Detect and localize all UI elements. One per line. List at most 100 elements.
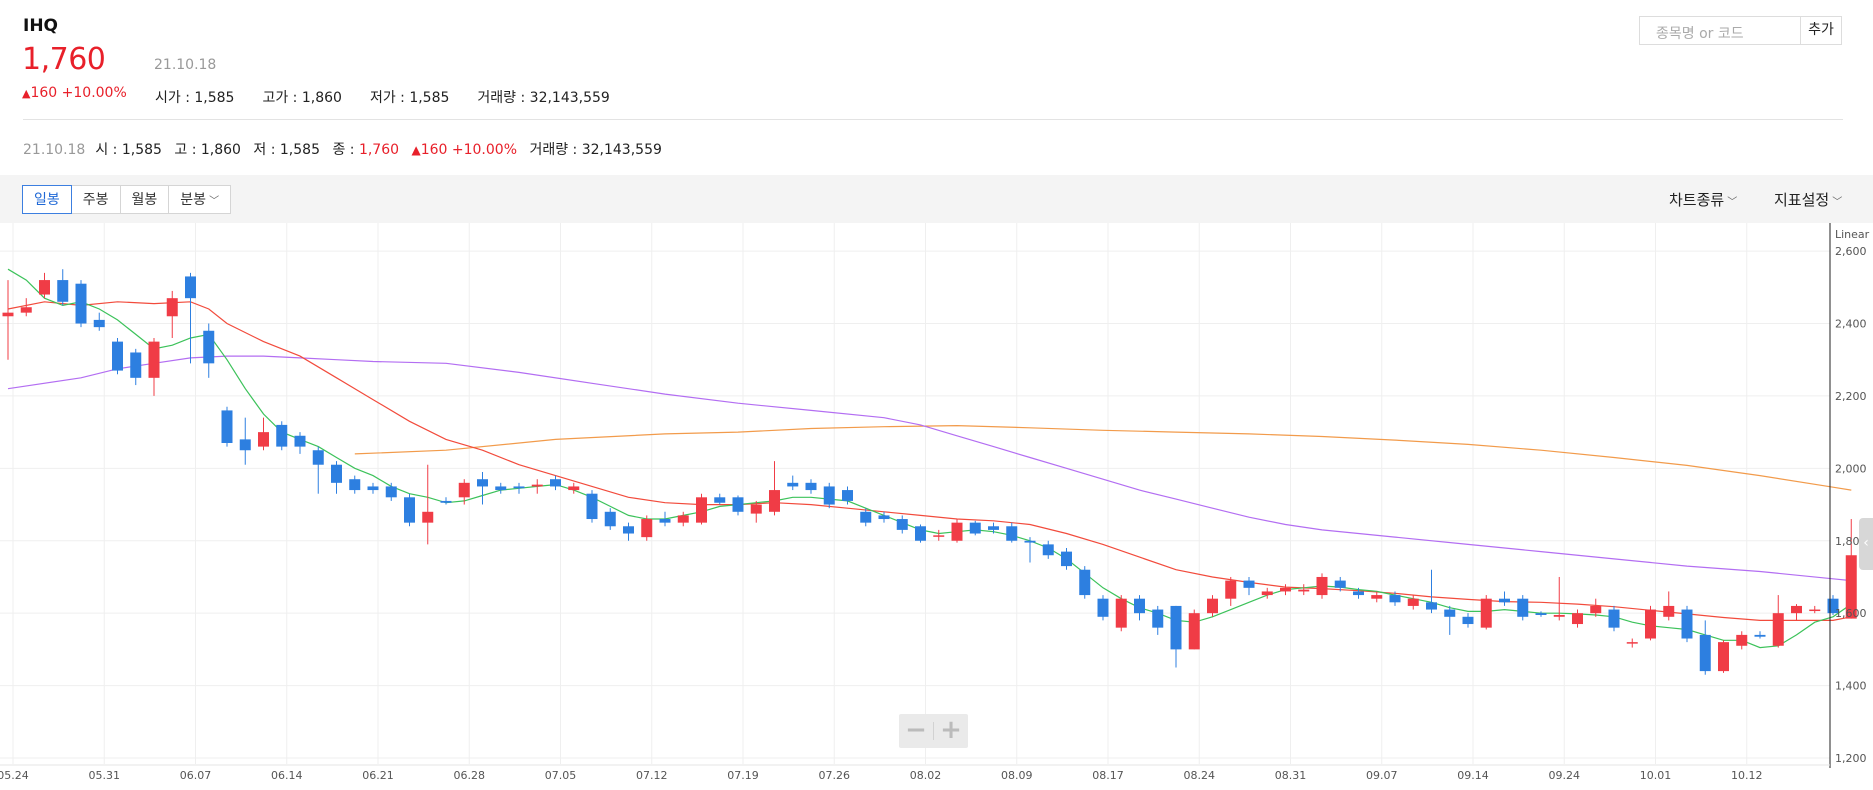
candle-down — [1426, 602, 1437, 610]
candle-down — [896, 519, 908, 530]
tab-label: 분봉 — [180, 192, 207, 208]
candle-down — [1535, 613, 1547, 615]
stock-search-input[interactable]: 종목명 or 코드 — [1639, 16, 1801, 45]
zoom-out-button[interactable]: − — [905, 715, 927, 745]
candle-down — [276, 424, 288, 447]
candle-down — [221, 410, 233, 443]
tab-weekly[interactable]: 주봉 — [70, 185, 121, 214]
candle-up — [951, 522, 963, 541]
candle-up — [1480, 598, 1492, 628]
low-price: 저가 : 1,585 — [369, 90, 450, 106]
candle-down — [915, 526, 926, 541]
up-arrow-icon: ▲ — [411, 143, 421, 157]
candle-up — [696, 497, 707, 523]
candle-down — [75, 283, 87, 324]
candle-down — [1006, 526, 1018, 541]
candle-up — [1553, 614, 1565, 617]
candle-down — [787, 482, 799, 487]
y-tick-label: 1,200 — [1835, 752, 1867, 765]
zoom-controls: − + — [899, 714, 968, 748]
candle-up — [1791, 605, 1802, 614]
info-date: 21.10.18 — [23, 142, 86, 158]
candle-up — [1298, 589, 1310, 592]
candle-up — [1225, 580, 1237, 599]
candle-down — [659, 519, 671, 523]
chevron-down-icon: ﹀ — [1832, 197, 1843, 208]
scale-label: Linear — [1835, 228, 1870, 241]
ma120-line — [354, 424, 1852, 491]
search-placeholder: 종목명 or 코드 — [1656, 26, 1744, 42]
chevron-down-icon: ﹀ — [209, 196, 220, 207]
side-panel-toggle[interactable]: ‹ — [1859, 518, 1873, 570]
candle-up — [166, 298, 178, 317]
candle-down — [1079, 569, 1091, 596]
y-tick-label: 1,800 — [1835, 535, 1867, 548]
chevron-down-icon: ﹀ — [1727, 197, 1738, 208]
candle-down — [550, 479, 561, 487]
change-value: 160 — [30, 85, 58, 101]
tab-daily[interactable]: 일봉 — [22, 185, 72, 214]
candle-up — [1371, 595, 1383, 599]
x-tick-label: 09.14 — [1457, 769, 1489, 782]
candle-down — [385, 486, 397, 498]
x-tick-label: 06.07 — [180, 769, 212, 782]
header-divider — [23, 119, 1843, 120]
candle-up — [750, 504, 762, 514]
candle-down — [1170, 605, 1182, 650]
candle-up — [1115, 598, 1127, 628]
candle-down — [1754, 634, 1766, 637]
candle-down — [294, 435, 306, 447]
candle-down — [312, 450, 324, 465]
candle-up — [677, 515, 689, 523]
candle-down — [860, 511, 872, 523]
candle-up — [769, 490, 780, 512]
candlestick-chart[interactable]: 1,200 1,400 1,600 1,800 2,000 2,200 2,400 2,600… — [0, 223, 1873, 790]
x-tick-label: 06.21 — [362, 769, 394, 782]
chart-toolbar: 일봉 주봉 월봉 분봉 ﹀ 차트종류 ﹀ 지표설정 ﹀ — [0, 175, 1873, 223]
candle-down — [1681, 609, 1693, 639]
tab-minute[interactable]: 분봉 ﹀ — [168, 185, 232, 214]
x-tick-label: 08.17 — [1092, 769, 1124, 782]
candle-up — [1845, 555, 1857, 619]
price-chart-area[interactable]: 1,200 1,400 1,600 1,800 2,000 2,200 2,400 2,600… — [0, 223, 1873, 790]
stock-name: IHQ — [23, 16, 59, 36]
zoom-in-button[interactable]: + — [940, 715, 962, 745]
candle-down — [331, 464, 342, 483]
candle-down — [440, 500, 452, 503]
ma20-line — [7, 301, 1852, 621]
x-tick-label: 06.28 — [454, 769, 486, 782]
candle-down — [586, 493, 598, 520]
y-tick-label: 2,400 — [1835, 318, 1867, 331]
info-change: 160 +10.00% — [420, 142, 518, 158]
chart-type-dropdown[interactable]: 차트종류 ﹀ — [1669, 189, 1737, 210]
add-stock-button[interactable]: 추가 — [1800, 16, 1842, 45]
candle-down — [1353, 591, 1364, 596]
info-close-label: 종 : — [332, 142, 359, 158]
candle-down — [623, 526, 634, 534]
candle-down — [1499, 598, 1510, 603]
y-axis: 1,200 1,400 1,600 1,800 2,000 2,200 2,400 2,600… — [0, 223, 1870, 768]
candle-up — [531, 484, 543, 487]
candles — [2, 269, 1857, 675]
candle-down — [1152, 609, 1164, 628]
candle-down — [1097, 598, 1109, 617]
info-low: 저 : 1,585 — [253, 142, 320, 158]
x-axis: 05.24 05.31 06.07 06.14 06.21 06.28 07.05 07.12… — [0, 769, 1763, 782]
indicator-settings-dropdown[interactable]: 지표설정 ﹀ — [1774, 189, 1842, 210]
candle-down — [367, 486, 379, 491]
y-tick-label: 2,600 — [1835, 245, 1867, 258]
candle-up — [1261, 591, 1273, 596]
candle-up — [258, 432, 269, 447]
candle-up — [1663, 605, 1675, 617]
x-tick-label: 08.31 — [1275, 769, 1307, 782]
current-price: 1,760 — [22, 42, 106, 77]
tab-monthly[interactable]: 월봉 — [119, 185, 170, 214]
stock-header: IHQ 1,760 ▲160 +10.00% 21.10.18 시가 : 1,5… — [0, 0, 1873, 120]
candle-down — [1061, 551, 1072, 567]
candle-down — [1444, 609, 1456, 617]
candle-down — [1699, 634, 1711, 672]
candle-down — [1827, 598, 1839, 614]
selected-candle-info: 21.10.18 시 : 1,585 고 : 1,860 저 : 1,585 종 … — [23, 139, 670, 159]
candle-down — [732, 497, 744, 512]
candle-down — [130, 352, 142, 378]
